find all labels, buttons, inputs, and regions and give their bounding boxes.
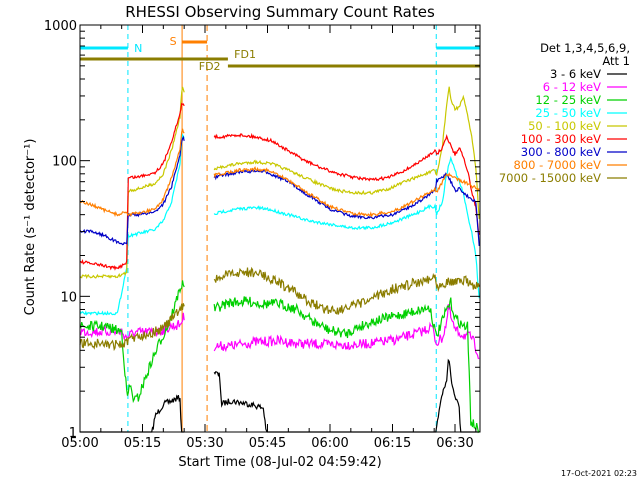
legend-label: 25 - 50 keV bbox=[535, 106, 601, 120]
series-line-12-25keV bbox=[213, 296, 480, 434]
series-line-800-7000keV bbox=[213, 166, 480, 218]
legend-label: 7000 - 15000 keV bbox=[499, 171, 601, 185]
series-line-7000-15000keV bbox=[79, 303, 185, 352]
series-line-7000-15000keV bbox=[213, 266, 480, 315]
series-line-25-50keV bbox=[213, 155, 480, 299]
x-axis-label: Start Time (08-Jul-02 04:59:42) bbox=[178, 455, 381, 470]
fd2-flag-label: FD2 bbox=[199, 60, 221, 73]
x-tick-label: 06:15 bbox=[374, 436, 411, 451]
legend-label: 6 - 12 keV bbox=[543, 80, 601, 94]
x-tick-label: 06:00 bbox=[311, 436, 348, 451]
saa-flag-label: S bbox=[170, 35, 177, 48]
series-line-25-50keV bbox=[79, 133, 185, 316]
legend-label: 100 - 300 keV bbox=[521, 132, 601, 146]
series-line-6-12keV bbox=[79, 312, 185, 340]
legend-label: 50 - 100 keV bbox=[528, 119, 601, 133]
series-line-6-12keV bbox=[213, 304, 480, 360]
fd1-flag-label: FD1 bbox=[234, 48, 256, 61]
legend-header: Att 1 bbox=[602, 54, 630, 68]
x-tick-label: 06:30 bbox=[436, 436, 473, 451]
generated-timestamp: 17-Oct-2021 02:23 bbox=[561, 469, 637, 478]
y-tick-label: 100 bbox=[52, 155, 77, 170]
x-tick-label: 05:00 bbox=[61, 436, 98, 451]
legend-header: Det 1,3,4,5,6,9, bbox=[540, 41, 630, 55]
series-line-100-300keV bbox=[213, 132, 480, 236]
x-tick-label: 05:30 bbox=[186, 436, 223, 451]
legend-label: 800 - 7000 keV bbox=[513, 158, 601, 172]
y-axis-label: Count Rate (s⁻¹ detector⁻¹) bbox=[23, 139, 38, 316]
x-tick-label: 05:15 bbox=[124, 436, 161, 451]
flag-bars: N S FD1 FD2 bbox=[80, 35, 480, 73]
x-tick-label: 05:45 bbox=[249, 436, 286, 451]
chart-title: RHESSI Observing Summary Count Rates bbox=[125, 3, 435, 21]
series-line-50-100keV bbox=[213, 86, 480, 219]
axes: 05:00 05:15 05:30 05:45 06:00 06:15 06:30 1 10 10… bbox=[44, 19, 481, 451]
y-tick-label: 1000 bbox=[44, 19, 77, 34]
night-flag-label: N bbox=[134, 42, 142, 55]
series-line-100-300keV bbox=[79, 102, 185, 271]
series-line-3-6keV bbox=[213, 358, 480, 433]
y-tick-label: 10 bbox=[60, 290, 77, 305]
y-tick-label: 1 bbox=[69, 426, 77, 441]
background-overlays bbox=[79, 25, 481, 432]
legend-label: 300 - 800 keV bbox=[521, 145, 601, 159]
series-line-12-25keV bbox=[79, 280, 185, 404]
legend-label: 3 - 6 keV bbox=[550, 67, 601, 81]
legend-label: 12 - 25 keV bbox=[535, 93, 601, 107]
plot-frame bbox=[79, 24, 481, 433]
series-line-800-7000keV bbox=[79, 128, 185, 218]
series-line-3-6keV bbox=[80, 394, 185, 433]
series-lines bbox=[79, 86, 480, 434]
series-line-50-100keV bbox=[79, 86, 185, 280]
